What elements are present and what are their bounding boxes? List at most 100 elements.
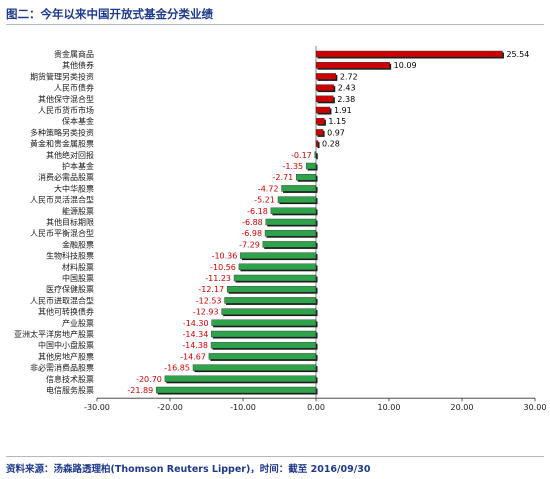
bar: [208, 353, 317, 360]
bar: [262, 241, 317, 248]
x-tick-label: 0.00: [307, 403, 325, 412]
bar: [305, 162, 317, 170]
data-label: -14.30: [183, 319, 209, 328]
data-label: 10.09: [394, 61, 417, 70]
bar: [192, 364, 317, 371]
category-label: 其他目标期限: [46, 217, 94, 227]
bar-shadow: [316, 153, 318, 160]
footer-divider: [6, 456, 544, 457]
bar: [240, 252, 317, 259]
x-tick-label: -20.00: [157, 403, 183, 412]
data-label: 1.15: [328, 117, 346, 126]
data-label: 0.97: [327, 128, 345, 137]
category-label: 其他绝对回报: [46, 150, 94, 160]
data-label: 2.43: [338, 84, 356, 93]
bar: [315, 50, 503, 58]
category-label: 人民币货币市场: [38, 105, 94, 115]
bar: [221, 308, 317, 315]
data-label: -4.72: [258, 184, 279, 193]
category-label: 人民币债券: [54, 83, 94, 93]
category-label: 金融股票: [62, 239, 94, 249]
category-label: 人民币灵活混合型: [30, 195, 94, 205]
data-label: -0.17: [291, 151, 312, 160]
bar: [315, 73, 337, 80]
x-tick-label: -30.00: [84, 403, 110, 412]
category-label: 其他债券: [62, 60, 94, 70]
bar: [315, 129, 324, 136]
bar: [210, 342, 317, 349]
x-tick-label: -10.00: [230, 403, 256, 412]
title-divider: [6, 24, 544, 25]
category-label: 黄金和贵金属股票: [30, 139, 94, 149]
bar: [296, 173, 317, 181]
bar: [264, 229, 317, 237]
bar: [281, 185, 317, 192]
chart-title: 图二：今年以来中国开放式基金分类业绩: [6, 7, 213, 21]
bar-shadow: [317, 142, 320, 149]
data-label: -14.38: [182, 341, 208, 350]
data-label: -6.98: [241, 229, 262, 238]
category-label: 消费必需品股票: [38, 172, 94, 182]
category-label: 人民币平衡混合型: [30, 228, 94, 238]
bar: [270, 207, 317, 215]
category-label: 医疗保健股票: [46, 284, 94, 294]
data-label: -2.71: [273, 173, 294, 182]
bar: [315, 106, 331, 114]
category-label: 产业股票: [62, 318, 94, 328]
data-label: -6.88: [242, 218, 263, 227]
bar: [224, 297, 317, 304]
data-label: -12.53: [196, 296, 222, 305]
x-tick-label: 10.00: [378, 403, 401, 412]
category-label: 材料股票: [62, 262, 94, 272]
bar: [315, 117, 325, 125]
category-label: 中国股票: [62, 273, 94, 283]
category-label: 中国中小盘股票: [38, 340, 94, 350]
data-label: -12.93: [193, 308, 219, 317]
bar: [315, 84, 334, 91]
x-tick-label: 30.00: [524, 403, 547, 412]
bar: [315, 95, 334, 103]
source-note: 资料来源：汤森路透理柏(Thomson Reuters Lipper)，时间：截…: [6, 464, 371, 475]
data-label: -14.67: [180, 352, 206, 361]
category-label: 其他可转换债券: [38, 307, 94, 317]
category-label: 多种策略另类投资: [30, 127, 94, 137]
x-tick-label: 20.00: [451, 403, 474, 412]
bar: [156, 386, 317, 394]
category-label: 贵金属商品: [54, 49, 94, 59]
category-label: 电信服务股票: [46, 385, 94, 395]
data-label: 25.54: [506, 50, 529, 59]
category-label: 人民币进取混合型: [30, 295, 94, 305]
data-label: 2.38: [337, 95, 355, 104]
bar: [211, 330, 317, 338]
category-label: 非必需消费品股票: [30, 363, 94, 373]
category-label: 其他房地产股票: [38, 351, 94, 361]
data-label: -12.17: [198, 285, 224, 294]
category-label: 亚洲太平洋房地产股票: [14, 329, 94, 339]
bar: [277, 196, 317, 203]
bar: [211, 319, 317, 326]
category-label: 能源股票: [62, 206, 94, 216]
data-label: -20.70: [136, 375, 162, 384]
category-label: 保本基金: [62, 116, 94, 126]
category-label: 期货管理另类投资: [30, 71, 94, 81]
bar: [315, 62, 390, 69]
bar: [315, 140, 319, 147]
data-label: -11.23: [205, 274, 231, 283]
bar: [265, 218, 317, 226]
data-label: -10.56: [210, 263, 236, 272]
category-label: 护本基金: [62, 161, 94, 171]
category-label: 大中华股票: [54, 183, 94, 193]
bar: [164, 375, 317, 382]
data-label: -1.35: [282, 162, 303, 171]
data-label: -6.18: [247, 207, 268, 216]
data-label: -16.85: [164, 364, 190, 373]
data-label: 0.28: [322, 140, 340, 149]
data-label: -21.89: [127, 386, 153, 395]
bar: [226, 286, 317, 293]
category-label: 信息技术股票: [46, 374, 94, 384]
data-label: 2.72: [340, 72, 358, 81]
data-label: -5.21: [254, 196, 275, 205]
category-label: 其他保守混合型: [38, 94, 94, 104]
bar: [238, 263, 317, 270]
